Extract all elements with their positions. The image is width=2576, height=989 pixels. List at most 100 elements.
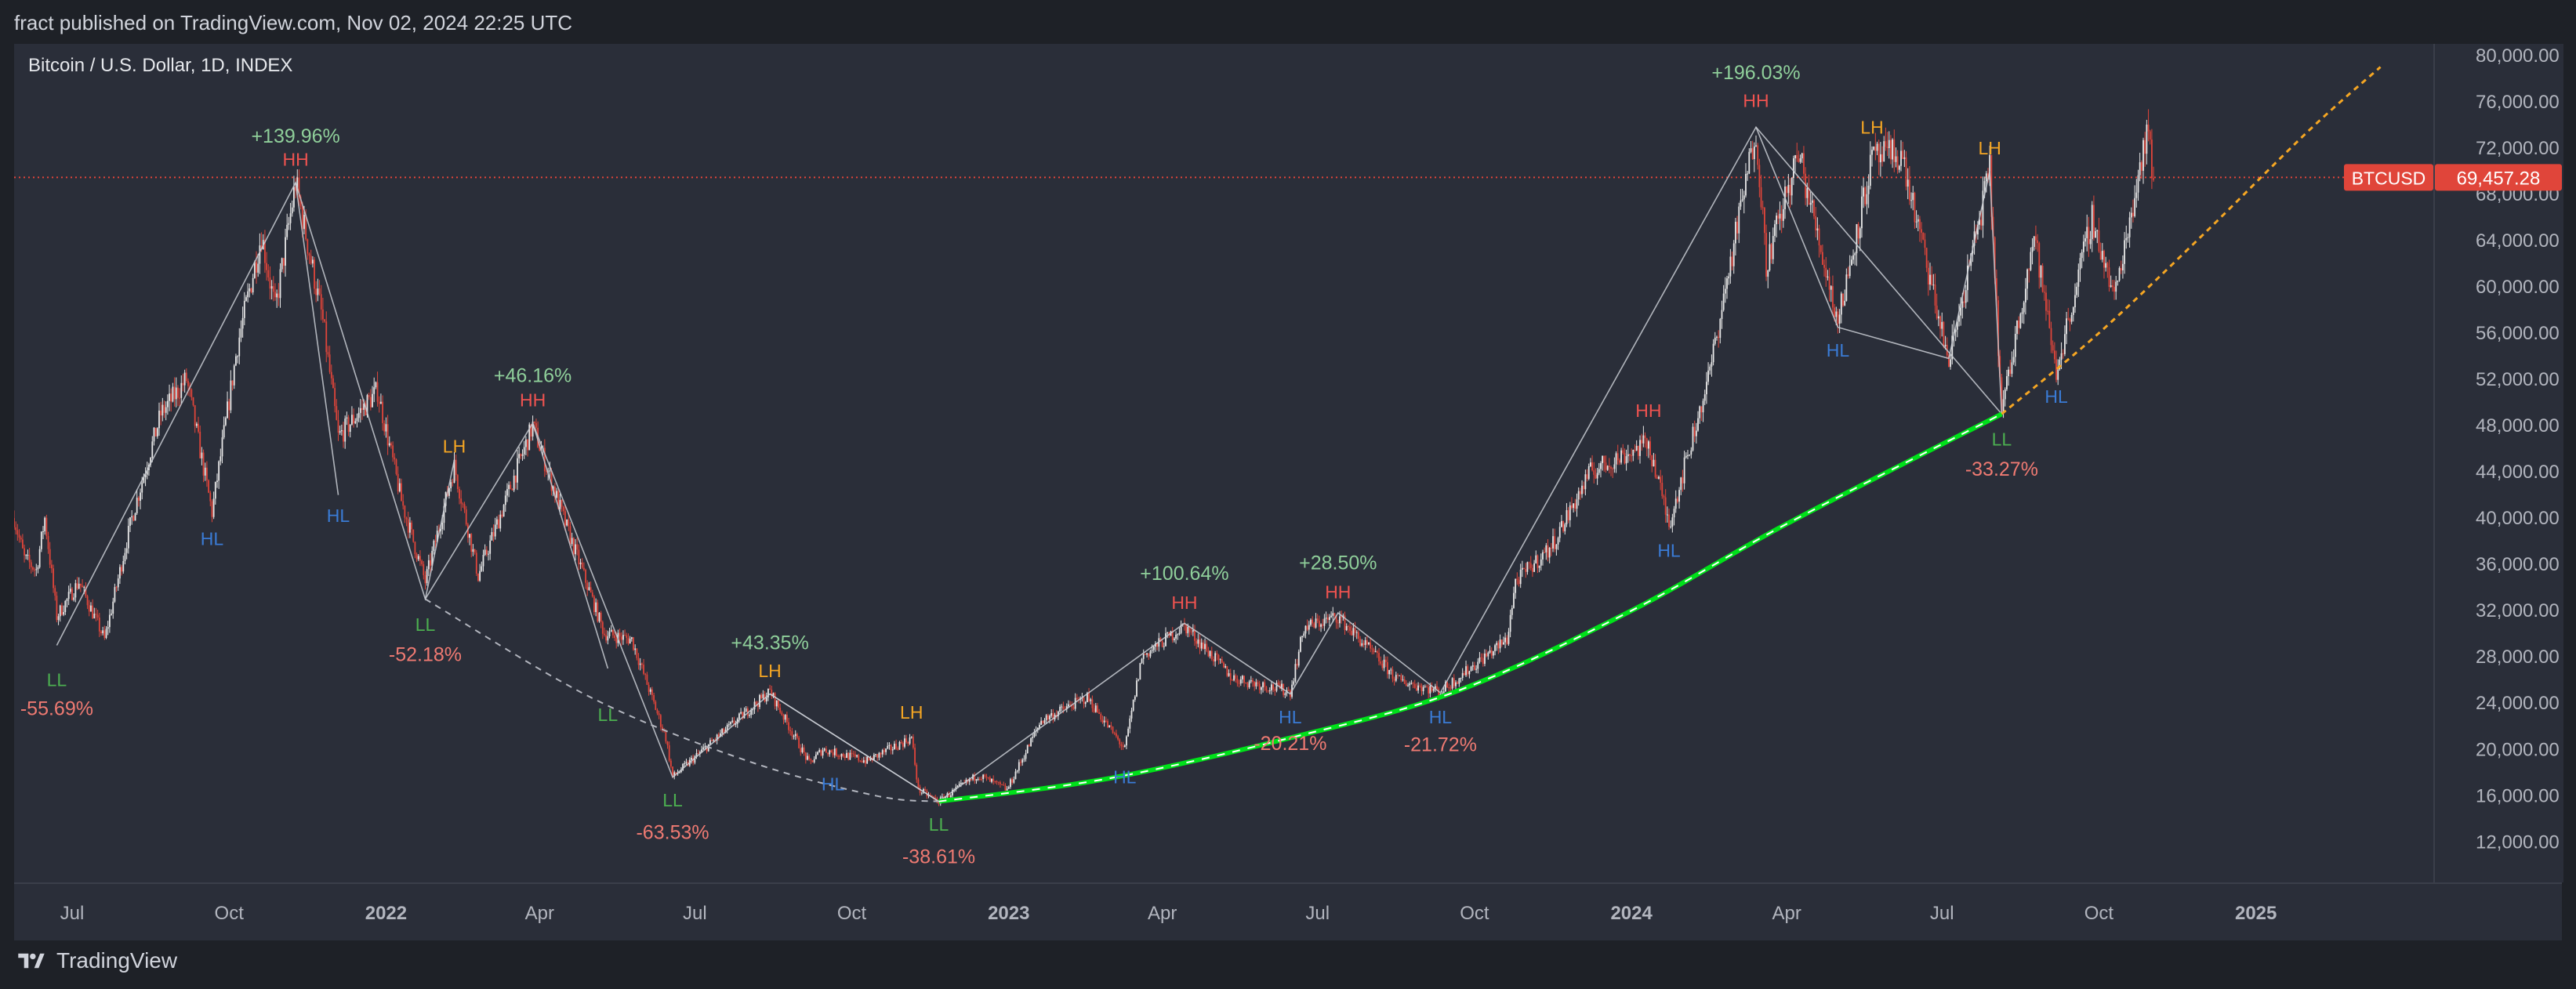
candle-body <box>153 427 155 442</box>
candle-body <box>1432 689 1435 691</box>
candle-body <box>1992 216 1994 237</box>
candle-body <box>161 404 164 416</box>
candle-body <box>1076 697 1078 699</box>
candle-body <box>66 599 68 601</box>
candle-body <box>1416 687 1417 691</box>
candle-body <box>1383 659 1385 668</box>
candle-body <box>1272 684 1275 690</box>
candle-body <box>564 511 566 526</box>
candle-body <box>214 482 216 499</box>
symbol-badge-label: BTCUSD <box>2352 168 2426 188</box>
structure-label-loss: -52.18% <box>389 643 462 665</box>
candle-body <box>183 372 186 386</box>
candle-body <box>440 529 441 531</box>
candle-body <box>339 431 341 433</box>
candle-body <box>1506 637 1508 644</box>
candle-body <box>1199 639 1201 649</box>
candle-body <box>1674 498 1677 509</box>
candle-body <box>1354 628 1356 633</box>
candle-body <box>2146 125 2148 154</box>
candle-body <box>1499 639 1501 649</box>
candle-body <box>1823 264 1825 268</box>
candle-body <box>1774 224 1776 237</box>
candle-body <box>1690 450 1693 455</box>
candle-body <box>807 755 808 760</box>
candle-body <box>448 487 450 496</box>
chart-pane[interactable] <box>14 44 2433 882</box>
candle-body <box>76 583 78 589</box>
candle-body <box>2142 139 2144 171</box>
candle-body <box>721 728 724 734</box>
candle-body <box>1757 145 1759 165</box>
candle-body <box>279 269 281 299</box>
candle-body <box>1326 618 1329 621</box>
candle-body <box>173 386 176 400</box>
candle-body <box>916 764 918 780</box>
candle-body <box>16 530 19 535</box>
candle-body <box>1902 150 1904 159</box>
candle-body <box>1927 267 1929 285</box>
tradingview-brand[interactable]: TradingView <box>14 948 177 973</box>
candle-body <box>948 793 950 798</box>
candle-body <box>590 587 592 593</box>
candle-body <box>1065 706 1068 709</box>
candle-body <box>1255 682 1257 687</box>
candle-body <box>165 407 167 413</box>
candle-body <box>865 760 866 764</box>
candle-body <box>1141 658 1143 664</box>
candles-layer <box>14 109 2154 806</box>
candle-body <box>175 387 177 400</box>
candle-body <box>21 539 24 549</box>
candle-body <box>1376 651 1378 654</box>
candle-body <box>1545 545 1547 552</box>
candle-body <box>494 524 496 537</box>
structure-line <box>1755 126 2003 415</box>
candle-body <box>622 635 624 640</box>
candle-body <box>2077 269 2080 287</box>
candle-body <box>1018 762 1020 771</box>
structure-line <box>769 693 939 802</box>
candle-body <box>716 734 718 741</box>
candle-body <box>794 734 796 737</box>
candle-body <box>182 382 184 386</box>
candle-body <box>291 207 293 214</box>
candle-body <box>2093 205 2095 238</box>
candle-body <box>643 665 644 674</box>
candle-body <box>559 499 561 509</box>
candle-body <box>796 734 798 738</box>
candle-body <box>1569 505 1571 520</box>
candle-body <box>847 752 850 760</box>
candle-body <box>1782 208 1784 221</box>
candle-body <box>566 519 568 526</box>
candle-body <box>1195 640 1198 644</box>
candle-body <box>2105 263 2107 268</box>
candle-body <box>482 554 484 567</box>
candle-body <box>1003 784 1005 786</box>
y-tick-label: 64,000.00 <box>2476 230 2560 252</box>
candle-body <box>479 571 481 581</box>
candle-body <box>520 454 522 456</box>
candle-body <box>2069 318 2071 322</box>
time-axis[interactable] <box>14 882 2562 942</box>
candle-body <box>93 614 96 618</box>
candle-body <box>984 774 986 777</box>
candle-body <box>1685 455 1687 458</box>
candle-body <box>801 747 804 752</box>
candle-body <box>2096 230 2099 232</box>
candle-body <box>779 707 782 713</box>
candle-body <box>1950 359 1952 368</box>
candle-body <box>209 492 212 502</box>
candle-body <box>902 743 904 747</box>
candle-body <box>154 427 157 437</box>
candle-body <box>1216 653 1218 655</box>
candle-body <box>216 480 218 483</box>
candle-body <box>1043 719 1046 723</box>
candle-body <box>1963 301 1965 303</box>
candle-body <box>1381 663 1384 668</box>
candle-body <box>2059 360 2061 370</box>
candle-body <box>1180 624 1182 633</box>
candle-body <box>57 616 60 621</box>
candle-body <box>1760 187 1762 208</box>
candle-body <box>1750 148 1752 152</box>
candle-body <box>1371 648 1373 650</box>
